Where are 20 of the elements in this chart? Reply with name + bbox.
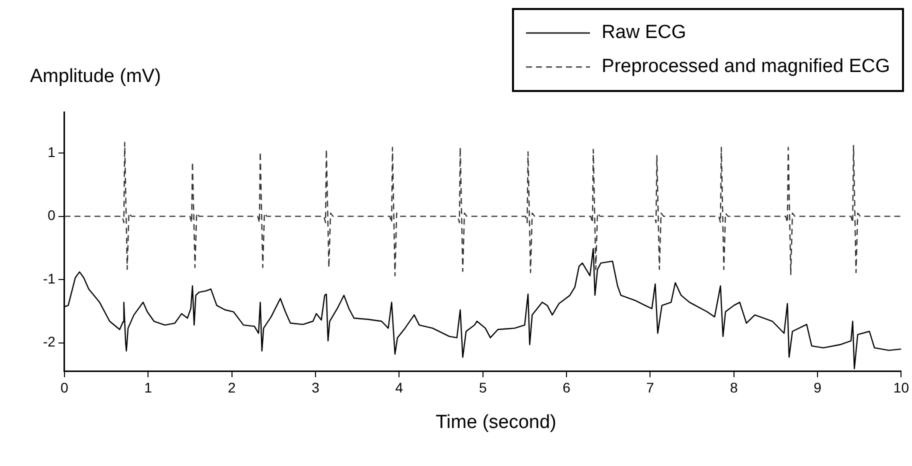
x-tick-label: 3: [312, 379, 320, 396]
y-tick-label: 0: [48, 207, 56, 224]
x-tick-label: 1: [144, 379, 152, 396]
y-axis-title: Amplitude (mV): [30, 66, 161, 88]
x-tick-label: 0: [60, 379, 69, 396]
legend-label: Raw ECG: [602, 22, 686, 44]
x-tick-label: 10: [893, 379, 910, 396]
x-tick-label: 5: [478, 379, 487, 396]
legend-label: Preprocessed and magnified ECG: [602, 56, 890, 78]
x-tick-label: 2: [228, 379, 236, 396]
line-series: [64, 142, 902, 276]
x-tick-label: 8: [730, 379, 738, 396]
x-tick-label: 9: [814, 379, 822, 396]
y-tick-label: -2: [42, 334, 56, 350]
x-tick-label: 6: [562, 379, 571, 396]
x-tick-label: 7: [646, 379, 654, 396]
y-tick-label: -1: [42, 270, 56, 286]
y-tick-label: 1: [48, 144, 56, 160]
x-axis-title: Time (second): [434, 412, 558, 434]
x-tick-label: 4: [395, 379, 404, 396]
